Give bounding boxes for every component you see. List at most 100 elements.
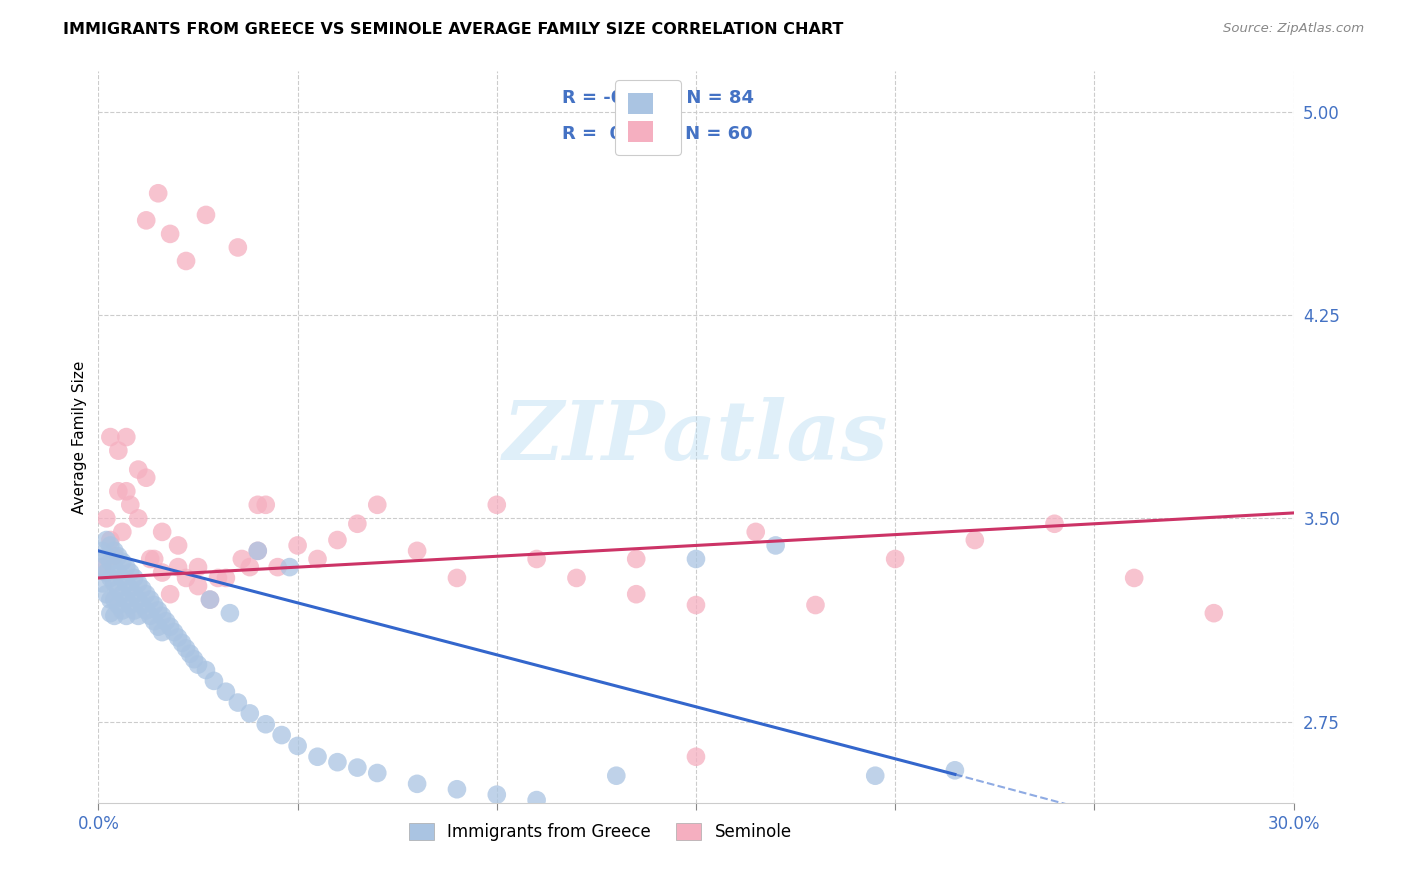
Point: [120, 498, 142, 512]
Point: [148, 620, 170, 634]
Point: [127, 511, 149, 525]
Point: [1202, 606, 1225, 620]
Point: [124, 603, 146, 617]
Point: [287, 739, 309, 753]
Point: [198, 592, 221, 607]
Point: [246, 498, 269, 512]
Point: [174, 571, 197, 585]
Point: [91, 560, 114, 574]
Point: [107, 443, 129, 458]
Point: [103, 608, 125, 623]
Point: [195, 663, 218, 677]
Point: [96, 587, 118, 601]
Point: [120, 566, 142, 580]
Point: [127, 592, 149, 607]
Point: [131, 598, 153, 612]
Point: [107, 566, 129, 580]
Point: [1043, 516, 1066, 531]
Point: [107, 598, 129, 612]
Point: [239, 560, 262, 574]
Point: [174, 641, 197, 656]
Point: [107, 549, 129, 564]
Point: [254, 717, 277, 731]
Point: [98, 592, 122, 607]
Point: [150, 625, 173, 640]
Point: [150, 608, 173, 623]
Point: [406, 777, 429, 791]
Point: [685, 749, 707, 764]
Point: [124, 587, 146, 601]
Text: R = -0.472   N = 84: R = -0.472 N = 84: [562, 89, 754, 107]
Point: [254, 498, 277, 512]
Point: [111, 587, 134, 601]
Point: [98, 571, 122, 585]
Point: [685, 598, 707, 612]
Point: [226, 696, 249, 710]
Point: [626, 552, 648, 566]
Point: [685, 552, 707, 566]
Point: [139, 592, 162, 607]
Point: [865, 769, 887, 783]
Point: [96, 511, 118, 525]
Point: [115, 560, 138, 574]
Point: [346, 761, 368, 775]
Point: [270, 728, 292, 742]
Point: [172, 636, 194, 650]
Point: [139, 552, 162, 566]
Point: [107, 484, 129, 499]
Point: [1123, 571, 1146, 585]
Point: [765, 538, 787, 552]
Point: [150, 524, 173, 539]
Point: [111, 555, 134, 569]
Point: [485, 788, 508, 802]
Point: [103, 549, 125, 564]
Point: [127, 608, 149, 623]
Point: [179, 647, 201, 661]
Point: [135, 587, 157, 601]
Point: [195, 208, 218, 222]
Point: [307, 552, 329, 566]
Point: [246, 544, 269, 558]
Point: [103, 592, 125, 607]
Point: [198, 592, 221, 607]
Point: [115, 484, 138, 499]
Point: [148, 603, 170, 617]
Point: [91, 544, 114, 558]
Point: [246, 544, 269, 558]
Text: IMMIGRANTS FROM GREECE VS SEMINOLE AVERAGE FAMILY SIZE CORRELATION CHART: IMMIGRANTS FROM GREECE VS SEMINOLE AVERA…: [63, 22, 844, 37]
Point: [159, 227, 181, 241]
Point: [174, 254, 197, 268]
Point: [231, 552, 253, 566]
Point: [131, 582, 153, 596]
Point: [159, 587, 181, 601]
Point: [526, 552, 548, 566]
Point: [446, 782, 468, 797]
Point: [219, 606, 242, 620]
Point: [804, 598, 827, 612]
Point: [943, 764, 966, 778]
Point: [626, 587, 648, 601]
Point: [226, 240, 249, 254]
Point: [103, 544, 125, 558]
Point: [884, 552, 907, 566]
Point: [103, 576, 125, 591]
Point: [98, 533, 122, 547]
Point: [115, 608, 138, 623]
Point: [346, 516, 368, 531]
Point: [96, 549, 118, 564]
Point: [307, 749, 329, 764]
Point: [103, 560, 125, 574]
Point: [124, 571, 146, 585]
Point: [135, 603, 157, 617]
Point: [167, 538, 190, 552]
Point: [143, 615, 166, 629]
Point: [183, 652, 205, 666]
Point: [98, 430, 122, 444]
Point: [91, 560, 114, 574]
Point: [98, 555, 122, 569]
Point: [745, 524, 768, 539]
Point: [565, 571, 588, 585]
Point: [127, 462, 149, 476]
Point: [167, 631, 190, 645]
Point: [215, 571, 238, 585]
